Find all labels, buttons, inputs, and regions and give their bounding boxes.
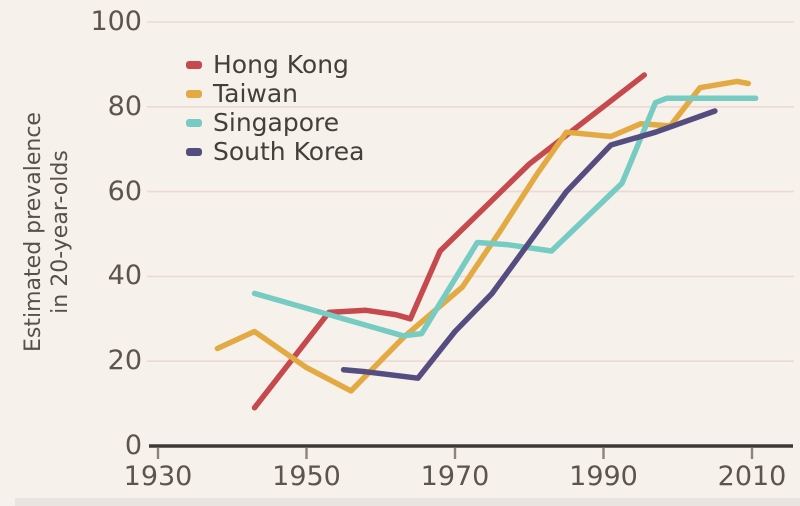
y-axis-title: Estimated prevalence in 20-year-olds	[20, 85, 76, 379]
y-tick-label-60: 60	[107, 175, 142, 207]
legend-label-taiwan: Taiwan	[213, 79, 299, 108]
legend-label-south-korea: South Korea	[213, 137, 365, 166]
legend-label-hong-kong: Hong Kong	[213, 50, 349, 79]
y-axis-title-line1: Estimated prevalence	[21, 112, 46, 352]
frame-edge	[15, 498, 800, 506]
legend: Hong Kong Taiwan Singapore South Korea	[186, 50, 364, 166]
legend-item-singapore: Singapore	[186, 108, 364, 137]
legend-swatch-icon-singapore	[186, 118, 202, 127]
y-tick-label-40: 40	[107, 260, 142, 292]
legend-swatch-icon-taiwan	[186, 89, 202, 98]
y-axis-title-line2: in 20-year-olds	[48, 150, 73, 314]
legend-swatch-icon-south-korea	[186, 147, 202, 156]
x-tick-label-1970: 1970	[420, 461, 490, 492]
x-tick-label-2010: 2010	[717, 461, 787, 492]
x-tick-label-1990: 1990	[569, 461, 638, 492]
y-tick-label-80: 80	[107, 90, 142, 122]
legend-item-hong-kong: Hong Kong	[186, 50, 364, 79]
legend-item-taiwan: Taiwan	[186, 79, 364, 108]
y-tick-label-100: 100	[90, 6, 142, 37]
line-singapore	[251, 95, 759, 339]
legend-swatch-icon-hong-kong	[186, 60, 202, 69]
line-south-korea	[340, 108, 718, 381]
line-hong-kong	[251, 72, 648, 411]
legend-item-south-korea: South Korea	[186, 137, 364, 166]
y-tick-label-20: 20	[107, 345, 142, 377]
legend-label-singapore: Singapore	[213, 108, 340, 137]
x-tick-label-1950: 1950	[272, 461, 341, 492]
x-tick-label-1930: 1930	[123, 461, 193, 492]
y-tick-label-0: 0	[124, 430, 142, 461]
